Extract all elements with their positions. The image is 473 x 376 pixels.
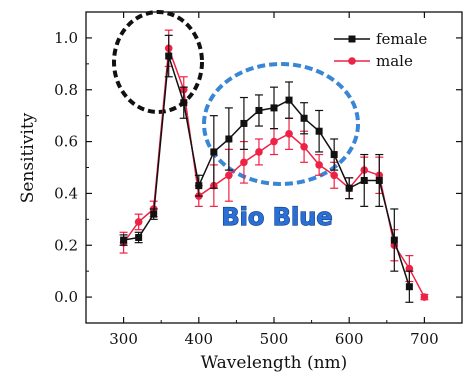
data-point xyxy=(315,127,323,135)
data-point xyxy=(390,236,398,244)
y-tick-label: 0.0 xyxy=(54,288,78,306)
data-point xyxy=(150,210,158,218)
data-point xyxy=(165,52,173,60)
data-point xyxy=(240,119,248,127)
legend-label-male: male xyxy=(376,52,413,70)
data-point xyxy=(360,176,368,184)
legend: female male xyxy=(334,30,427,70)
data-point xyxy=(420,293,429,301)
data-point xyxy=(225,171,233,180)
x-tick-label: 300 xyxy=(109,330,138,348)
data-point xyxy=(315,161,323,169)
data-point xyxy=(225,135,233,143)
data-point xyxy=(375,176,383,184)
bio-blue-ellipse xyxy=(202,62,360,186)
legend-marker-male xyxy=(348,57,356,65)
data-point xyxy=(405,283,413,291)
data-point xyxy=(270,104,278,112)
data-point xyxy=(285,96,293,104)
data-point xyxy=(120,236,128,244)
x-tick-label: 700 xyxy=(410,330,439,348)
y-tick-label: 0.8 xyxy=(54,81,78,99)
legend-marker-female xyxy=(348,35,356,43)
y-tick-label: 1.0 xyxy=(54,29,78,47)
data-point xyxy=(405,264,414,273)
data-point xyxy=(240,158,248,167)
data-point xyxy=(180,99,188,107)
y-axis-title: Sensitivity xyxy=(18,112,38,203)
data-point xyxy=(300,142,308,151)
data-point xyxy=(255,148,263,156)
series-male xyxy=(119,29,429,301)
data-point xyxy=(270,137,278,146)
x-tick-label: 600 xyxy=(335,330,364,348)
data-point xyxy=(330,171,338,180)
ticks-layer: 300 400 500 600 700 0.0 0.2 0.4 0.6 0.8 1.0 xyxy=(54,11,463,348)
data-point xyxy=(345,184,353,192)
x-tick-label: 500 xyxy=(260,330,289,348)
uv-peak-ellipse xyxy=(112,10,204,114)
series-layer xyxy=(119,29,429,303)
data-point xyxy=(134,218,143,226)
data-point xyxy=(255,106,263,114)
legend-label-female: female xyxy=(376,30,427,48)
y-tick-label: 0.6 xyxy=(54,133,78,151)
y-tick-label: 0.2 xyxy=(54,236,78,254)
data-point xyxy=(285,130,293,138)
data-point xyxy=(195,182,203,190)
series-female xyxy=(119,34,414,303)
y-tick-label: 0.4 xyxy=(54,184,78,202)
data-point xyxy=(210,148,218,156)
x-tick-label: 400 xyxy=(184,330,213,348)
data-point xyxy=(330,151,338,159)
bio-blue-annotation: Bio Blue xyxy=(221,203,332,231)
highlight-ellipses xyxy=(112,10,360,186)
x-axis-title: Wavelength (nm) xyxy=(201,353,348,373)
data-point xyxy=(300,114,308,122)
data-point xyxy=(135,233,143,241)
